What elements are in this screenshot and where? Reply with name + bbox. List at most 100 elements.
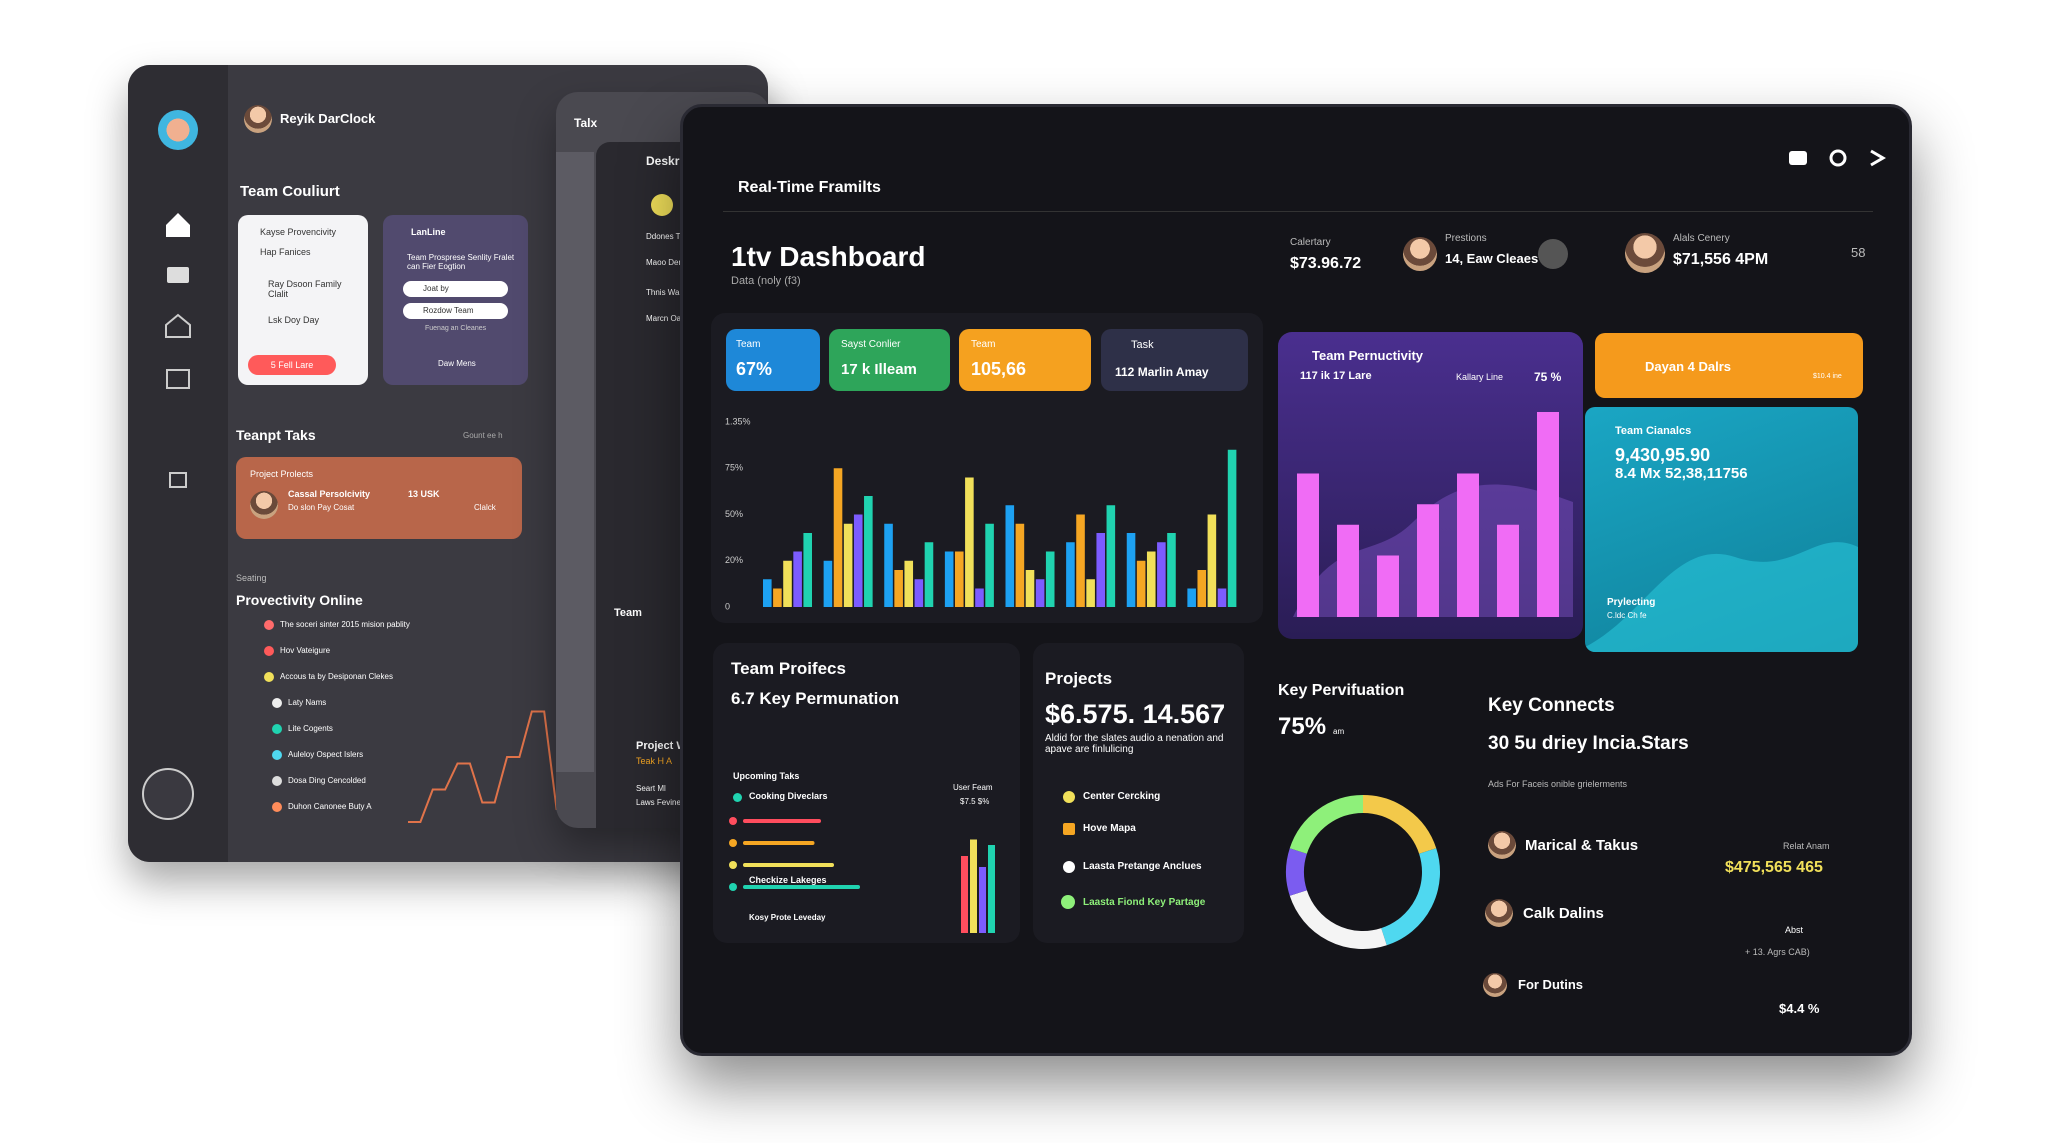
person: Marical & Takus [1525,837,1639,854]
bar [853,514,863,607]
list-item: Auleloy Ospect Islers [272,750,363,760]
footer: Daw Mens [438,359,476,368]
panel-value: 75% [1278,713,1327,740]
list-item: Lite Cogents [272,724,333,734]
progress-bars [729,817,860,891]
button[interactable]: Joat by [403,281,508,297]
kpi-label: Team [971,339,996,350]
subtitle: Data (noly (f3) [731,275,801,287]
task-card: Project Prolects Cassal Persolcivity Do … [236,457,522,539]
unit: am [1333,727,1345,736]
button[interactable]: Rozdow Team [403,303,508,319]
y-tick-label: 75% [725,463,743,473]
bar [864,496,873,607]
bar [1015,523,1025,607]
person: For Dutins [1518,977,1583,992]
donut-segment [1286,848,1307,896]
value: $4.4 % [1779,1001,1820,1016]
bar-chart: 1.35% 75% 50% 20% 0 [725,416,1237,611]
card: LanLine Team Prosprese Senlity Fralet ca… [383,215,528,385]
y-tick-label: 20% [725,555,743,565]
card-sub: 117 ik 17 Lare [1300,370,1372,382]
purple-card: Team Pernuctivity 117 ik 17 Lare Kallary… [1278,332,1583,639]
panel-value: $6.575. 14.567 [1045,699,1226,729]
label: Seating [236,573,267,583]
avatar [244,105,272,133]
panel-title: Team Proifecs [731,659,846,678]
bar [904,560,914,607]
avatar [158,110,198,150]
header: Real-Time Framilts [738,179,881,196]
panel-sub: 6.7 Key Permunation [731,689,900,708]
bar [1337,524,1359,617]
progress-bar [743,885,860,889]
clock-button[interactable] [142,768,194,820]
donut-segment [1289,795,1364,855]
card-pct: 75 % [1534,370,1562,384]
button[interactable]: 5 Fell Lare [248,355,336,375]
list-item: Dosa Ding Cencolded [272,776,366,786]
donut-chart [1286,795,1440,949]
kpi-card: Sayst Conlier 17 k Illeam [829,329,950,391]
list-item: Duhon Canonee Buty A [272,802,372,812]
stat-label: Calertary [1290,237,1331,248]
bar [783,560,792,607]
main-panel: Real-Time Framilts 1tv Dashboard Data (n… [680,104,1912,1056]
sub: Do slon Pay Cosat [288,503,355,512]
card-name: LanLine [411,227,446,237]
panel-sub: 30 5u driey Incia.Stars [1488,733,1689,754]
title: 1tv Dashboard [731,241,926,272]
list-title: Upcoming Taks [733,771,800,781]
amount: 13 USK [408,489,440,499]
team-item: Hap Fanices [260,247,311,257]
bullet [1063,791,1075,803]
y-tick-label: 1.35% [725,416,751,426]
button[interactable]: Clalck [474,503,496,512]
bar [1497,524,1519,617]
card-note: $10.4 ine [1813,373,1842,380]
list-item: Laty Nams [272,698,326,708]
bar [1457,473,1479,617]
projects-panel: Projects $6.575. 14.567 Aldid for the sl… [1033,643,1244,943]
stat-value: $73.96.72 [1290,255,1362,272]
value: $475,565 465 [1725,859,1823,876]
bar [1167,533,1176,607]
team-item: Ray Dsoon Family Clalit [268,279,342,299]
bar [1086,579,1095,607]
avatar [1483,973,1507,997]
donut-segment [1289,889,1387,949]
bar [1157,542,1166,607]
list-item: Cooking Diveclars [749,791,828,801]
sidebar [556,152,594,772]
card-sub: 8.4 Mx 52,38,11756 [1615,465,1748,482]
bar [1005,505,1015,607]
section-title: Team Couliurt [240,183,340,200]
team-panel: Team Proifecs 6.7 Key Permunation Upcomi… [713,643,1020,943]
row: Ddones Tre [646,232,688,241]
label: Teak H A [636,756,673,766]
divider [723,211,1873,212]
bar [763,579,772,607]
kpi-card: Task 112 Marlin Amay [1101,329,1248,391]
link[interactable]: Gount ee h [463,431,503,440]
bullet [1063,823,1075,835]
bullet [1063,861,1075,873]
card-title: Dayan 4 Dalrs [1645,359,1731,374]
bar [1217,588,1227,607]
section-title: Provectivity Online [236,592,363,608]
row: Marcn Oas [646,314,686,323]
donut-segment [1380,848,1440,946]
list-item: Hov Vateigure [264,646,330,656]
kpi-label: Team [736,339,761,350]
bar [1096,533,1106,607]
footer: Laws Fevine [636,798,681,807]
card-foot: C.ldc Ch fe [1607,611,1647,620]
bar [954,551,964,607]
label: Abst [1785,925,1804,935]
bullet [733,793,742,802]
area-decor [1585,542,1858,652]
bar [988,845,995,933]
button[interactable] [1538,239,1568,269]
toolbar-icons[interactable] [1783,143,1893,173]
label: User Feam [953,783,993,792]
